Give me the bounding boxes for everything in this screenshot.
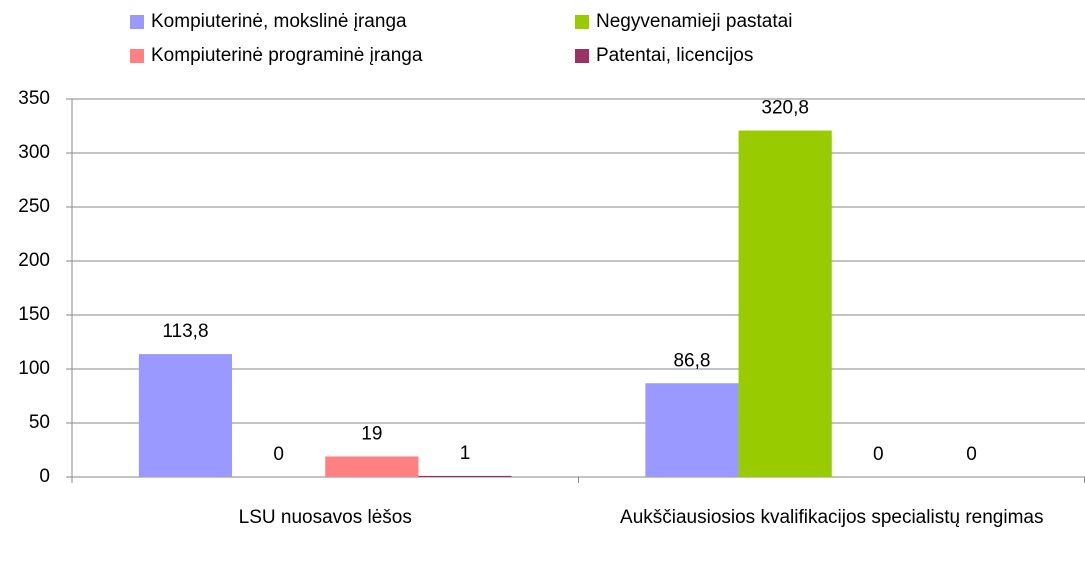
value-label: 0 bbox=[966, 444, 977, 465]
y-tick-label: 350 bbox=[18, 88, 50, 109]
value-label: 86,8 bbox=[673, 350, 710, 371]
value-label: 0 bbox=[873, 444, 884, 465]
y-tick-label: 150 bbox=[18, 304, 50, 325]
x-tick-label: Aukščiausiosios kvalifikacijos specialis… bbox=[620, 507, 1044, 528]
y-tick-label: 0 bbox=[39, 466, 50, 487]
y-tick-label: 300 bbox=[18, 142, 50, 163]
bar bbox=[418, 475, 512, 477]
bar bbox=[325, 456, 419, 477]
value-label: 320,8 bbox=[761, 98, 809, 119]
y-tick-label: 100 bbox=[18, 358, 50, 379]
legend-swatch bbox=[575, 15, 589, 29]
legend-swatch bbox=[575, 49, 589, 63]
legend-label: Negyvenamieji pastatai bbox=[596, 11, 792, 32]
legend-label: Kompiuterinė, mokslinė įranga bbox=[151, 11, 407, 32]
bar bbox=[645, 383, 739, 477]
legend-label: Patentai, licencijos bbox=[596, 45, 753, 66]
legend-swatch bbox=[130, 49, 144, 63]
y-tick-label: 200 bbox=[18, 250, 50, 271]
value-label: 0 bbox=[273, 444, 284, 465]
value-label: 19 bbox=[361, 423, 382, 444]
y-tick-label: 250 bbox=[18, 196, 50, 217]
bar bbox=[738, 130, 832, 477]
bar bbox=[138, 354, 233, 477]
value-label: 113,8 bbox=[162, 321, 208, 342]
y-tick-label: 50 bbox=[29, 412, 50, 433]
x-tick-label: LSU nuosavos lėšos bbox=[238, 507, 412, 528]
value-label: 1 bbox=[460, 443, 471, 464]
legend-swatch bbox=[130, 15, 144, 29]
legend-label: Kompiuterinė programinė įranga bbox=[151, 45, 423, 66]
